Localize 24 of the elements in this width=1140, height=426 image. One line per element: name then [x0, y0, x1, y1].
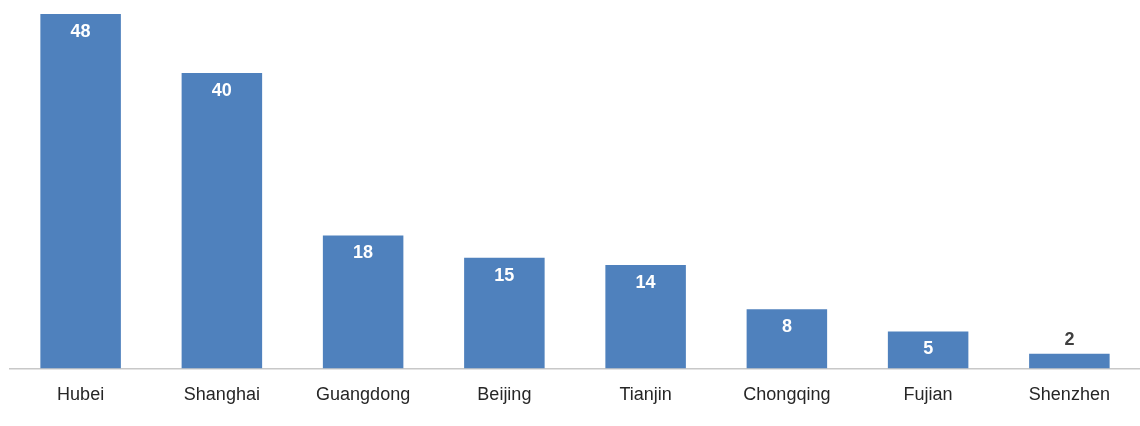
x-tick-label: Shenzhen: [1028, 384, 1110, 405]
bar: [322, 235, 404, 369]
data-label: 2: [1064, 328, 1075, 349]
bar: [746, 309, 828, 369]
x-tick-label: Guangdong: [316, 384, 411, 405]
x-tick-label: Tianjin: [619, 384, 672, 405]
x-tick-label: Chongqing: [743, 384, 831, 405]
x-tick-label: Shanghai: [183, 384, 260, 405]
x-tick-label: Fujian: [903, 384, 953, 405]
bar: [464, 257, 545, 369]
bar: [1029, 353, 1110, 369]
data-label: 8: [781, 316, 792, 337]
x-tick-label: Hubei: [57, 384, 105, 405]
data-label: 15: [494, 264, 515, 285]
bar: [40, 14, 121, 369]
data-label: 48: [70, 20, 91, 41]
bar: [181, 73, 263, 369]
bar: [887, 331, 969, 369]
data-label: 18: [353, 242, 374, 263]
data-label: 5: [923, 338, 934, 359]
data-label: 40: [211, 80, 232, 101]
bar: [605, 265, 686, 369]
x-tick-label: Beijing: [477, 384, 532, 405]
data-label: 14: [635, 272, 656, 292]
